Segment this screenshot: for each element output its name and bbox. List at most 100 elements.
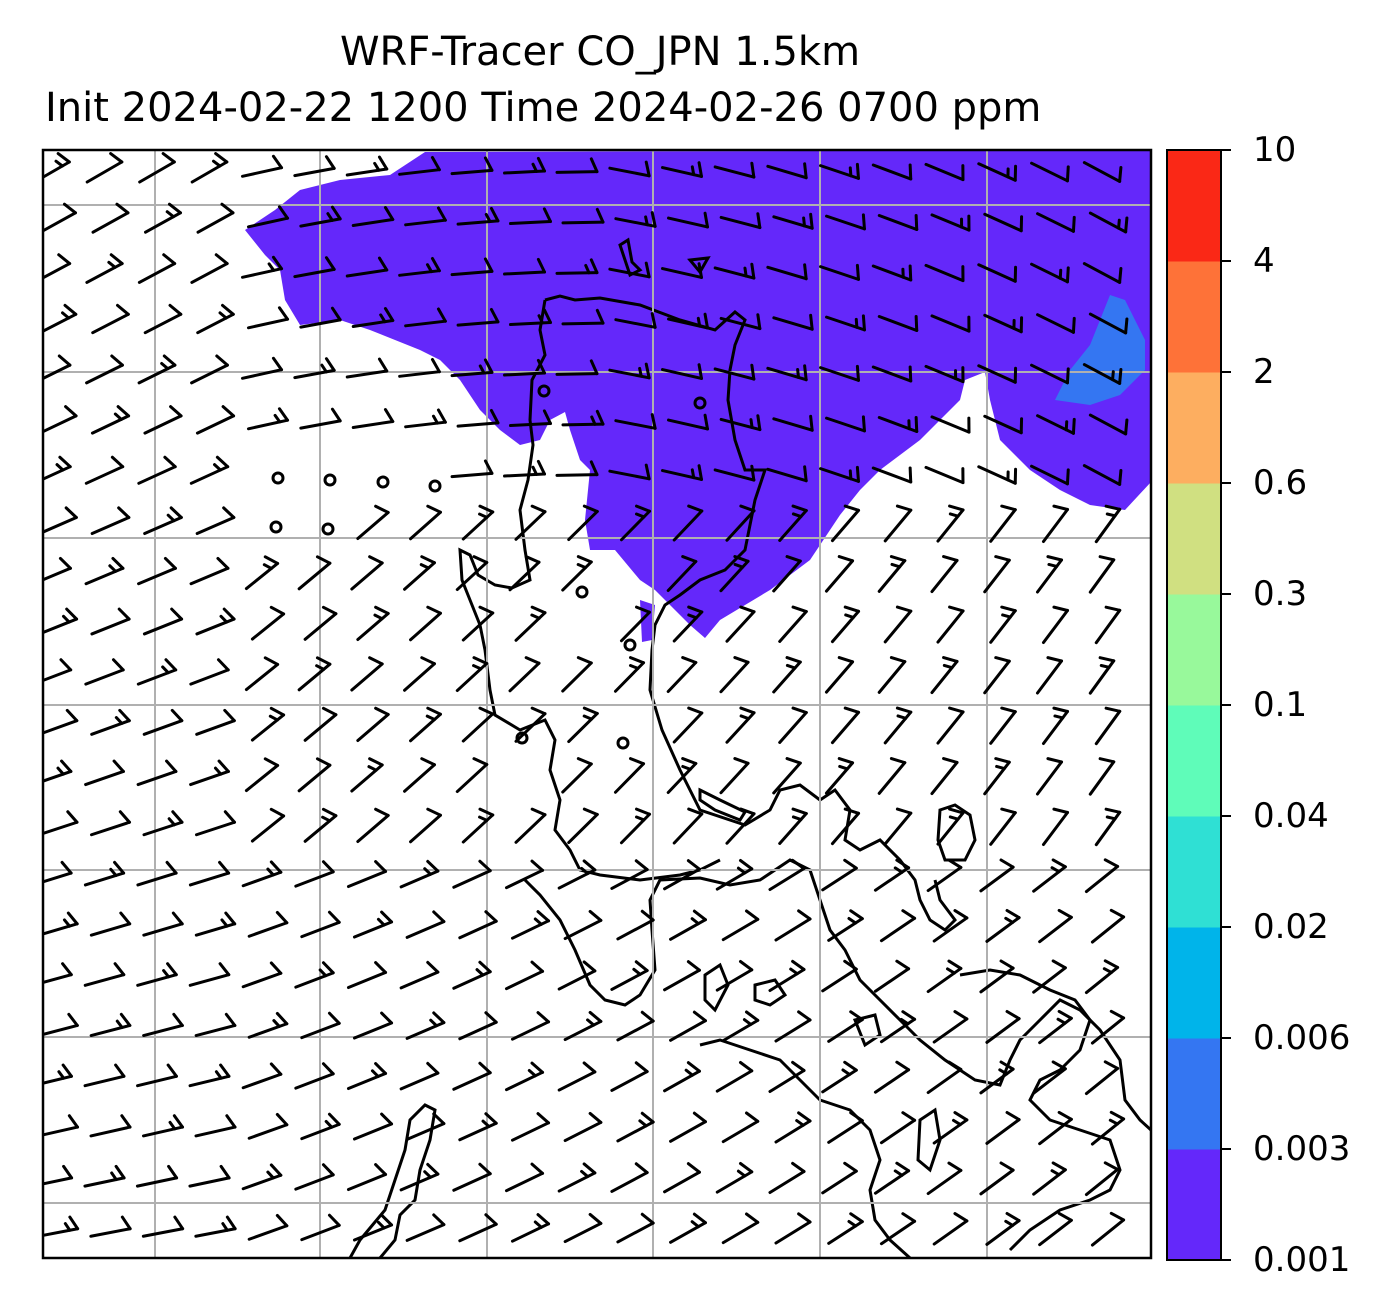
wind-barb bbox=[508, 656, 541, 693]
wind-barb bbox=[936, 605, 965, 644]
wind-barb bbox=[555, 258, 599, 275]
wind-barb bbox=[1082, 464, 1123, 486]
wind-barb bbox=[247, 1011, 289, 1039]
wind-barb bbox=[90, 405, 131, 435]
wind-barb bbox=[399, 1061, 440, 1091]
wind-barb bbox=[825, 415, 866, 433]
wind-barb bbox=[873, 959, 911, 993]
wind-barb bbox=[1041, 504, 1070, 543]
wind-barb bbox=[871, 264, 913, 282]
wind-barb bbox=[91, 303, 130, 335]
wind-barb bbox=[1088, 555, 1116, 594]
wind-barb bbox=[608, 362, 651, 380]
wind-barb bbox=[84, 556, 125, 586]
wind-barb bbox=[1088, 312, 1129, 335]
wind-barb bbox=[345, 357, 389, 379]
wind-barb bbox=[43, 1215, 80, 1237]
wind-barb bbox=[725, 504, 756, 542]
wind-barb bbox=[345, 256, 389, 278]
wind-barb bbox=[619, 605, 652, 643]
wind-barb bbox=[293, 155, 336, 178]
wind-barb bbox=[503, 459, 546, 478]
coastline-island-4 bbox=[916, 1107, 942, 1173]
wind-barb bbox=[303, 605, 338, 641]
wind-barb bbox=[567, 807, 599, 845]
wind-barb bbox=[989, 504, 1017, 543]
wind-barb bbox=[985, 1211, 1021, 1246]
colorbar-segment bbox=[1167, 927, 1221, 1039]
colorbar-tick-label: 0.003 bbox=[1253, 1129, 1351, 1169]
wind-barb bbox=[404, 408, 447, 429]
wind-barb bbox=[873, 1161, 911, 1195]
wind-barb bbox=[240, 356, 284, 380]
wind-barb bbox=[827, 909, 864, 942]
wind-barb bbox=[142, 607, 184, 636]
wind-barb bbox=[303, 706, 338, 742]
wind-barb bbox=[346, 860, 388, 889]
wind-barb bbox=[824, 555, 855, 593]
wind-barb bbox=[774, 1010, 812, 1043]
wind-barb bbox=[195, 708, 236, 736]
wind-barb bbox=[766, 162, 808, 180]
wind-barb bbox=[719, 212, 762, 230]
wind-barb bbox=[405, 910, 446, 939]
wind-barb bbox=[819, 465, 860, 483]
wind-barb bbox=[1032, 1060, 1067, 1095]
wind-barb bbox=[142, 911, 184, 937]
axes-frame bbox=[41, 148, 1153, 1260]
wind-barb bbox=[514, 807, 547, 844]
wind-barb bbox=[713, 363, 756, 381]
wind-barb bbox=[1090, 908, 1126, 944]
wind-barb bbox=[778, 706, 808, 744]
wind-barb bbox=[352, 910, 394, 939]
wind-barb bbox=[194, 1012, 237, 1038]
wind-barb bbox=[725, 605, 756, 643]
wind-barb bbox=[356, 504, 390, 541]
calm-marker bbox=[623, 638, 637, 652]
wind-barb bbox=[871, 163, 913, 181]
chart-title-line2: Init 2024-02-22 1200 Time 2024-02-26 070… bbox=[45, 85, 1042, 131]
wind-barb bbox=[563, 909, 603, 941]
wind-barb bbox=[297, 757, 332, 793]
wind-barb bbox=[719, 656, 750, 694]
wind-barb bbox=[352, 1112, 394, 1141]
wind-barb bbox=[721, 1010, 760, 1043]
wind-barb bbox=[456, 206, 500, 226]
wind-barb bbox=[667, 413, 709, 431]
wind-barb bbox=[936, 504, 965, 543]
chart-title-line1: WRF-Tracer CO_JPN 1.5km bbox=[339, 29, 861, 75]
wind-barb bbox=[825, 213, 866, 231]
wind-barb bbox=[300, 1112, 341, 1141]
wind-barb bbox=[616, 909, 655, 941]
wind-barb bbox=[719, 414, 762, 432]
wind-barb bbox=[979, 1161, 1015, 1196]
wind-barb bbox=[879, 1212, 917, 1246]
calm-marker bbox=[537, 384, 551, 398]
wind-barb bbox=[1090, 1211, 1126, 1247]
colorbar-tick-label: 4 bbox=[1253, 241, 1275, 281]
wind-barb bbox=[293, 256, 336, 279]
wind-barb bbox=[452, 1061, 492, 1091]
wind-barb bbox=[669, 1010, 707, 1042]
colorbar-tick-label: 0.001 bbox=[1253, 1240, 1351, 1280]
wind-barb bbox=[713, 464, 756, 482]
wind-barb bbox=[616, 1111, 655, 1143]
wind-barb bbox=[610, 1162, 649, 1193]
wind-barb bbox=[43, 1114, 80, 1137]
wind-barb bbox=[1094, 504, 1122, 544]
wind-barb bbox=[985, 1110, 1021, 1145]
wind-barb bbox=[403, 555, 436, 591]
wind-barb bbox=[821, 1060, 858, 1094]
wind-barb bbox=[932, 1111, 969, 1145]
wind-barb bbox=[510, 1213, 551, 1243]
wind-barb bbox=[244, 555, 280, 591]
colorbar-segment bbox=[1167, 483, 1221, 595]
wind-barb bbox=[450, 459, 494, 479]
wind-barb bbox=[350, 555, 384, 591]
wind-barb bbox=[137, 455, 177, 485]
wind-barb bbox=[979, 1060, 1015, 1095]
wind-barb bbox=[89, 911, 132, 937]
wind-barb bbox=[669, 909, 707, 941]
wind-barb bbox=[873, 1060, 911, 1094]
wind-barb bbox=[977, 263, 1018, 283]
